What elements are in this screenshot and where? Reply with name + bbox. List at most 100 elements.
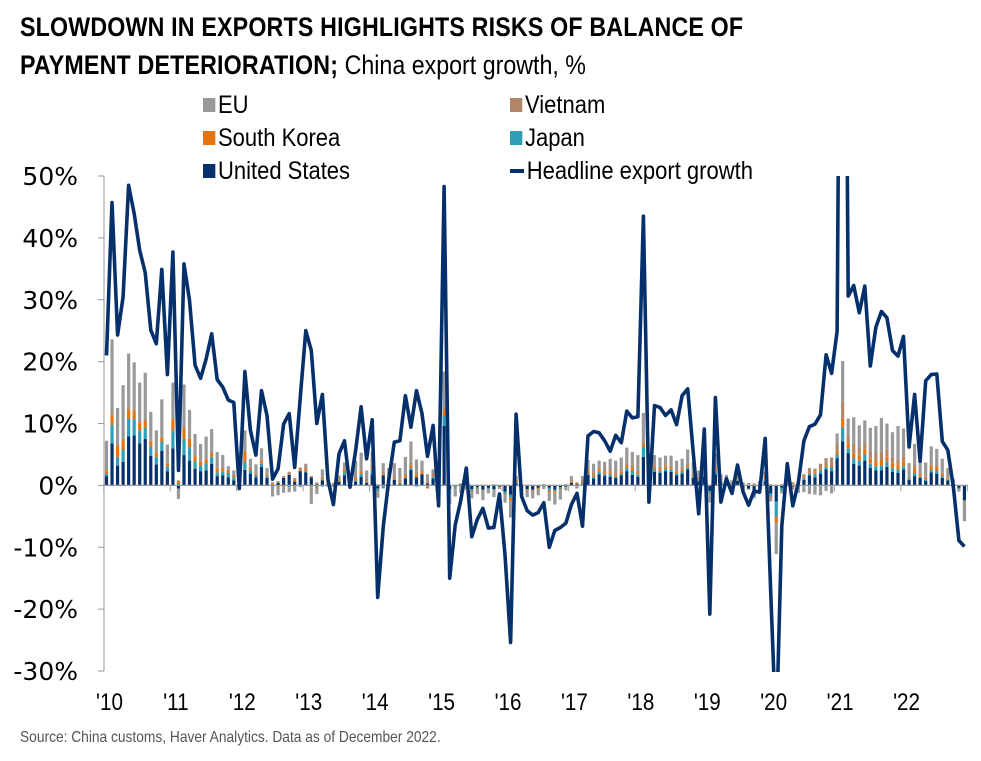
bar-segment-vietnam (879, 451, 883, 461)
bar-segment-vietnam (254, 472, 258, 474)
bar-segment-south-korea (852, 453, 856, 459)
bar-segment-vietnam (110, 413, 114, 416)
bar-segment-japan (320, 485, 324, 487)
bar-segment-eu (885, 423, 889, 449)
x-tick-label: '15 (428, 689, 455, 716)
bar-segment-japan (807, 473, 812, 476)
bar-segment-vietnam (398, 479, 402, 483)
bar-segment-united-states (769, 485, 773, 494)
x-tick-label: '18 (627, 689, 654, 716)
bar-segment-eu (542, 486, 546, 490)
bar-segment-united-states (425, 483, 430, 486)
bar-segment-united-states (829, 471, 834, 486)
bar-segment-south-korea (138, 422, 142, 431)
bar-segment-vietnam (835, 443, 839, 452)
bar-segment-south-korea (270, 483, 275, 485)
bar-segment-japan (591, 476, 596, 479)
headline-export-growth-line (104, 176, 966, 672)
bar-segment-united-states (669, 471, 673, 486)
bar-segment-japan (265, 476, 269, 478)
bar-segment-south-korea (187, 438, 192, 448)
bar-segment-south-korea (829, 464, 834, 467)
bar-segment-japan (630, 470, 634, 475)
bar-segment-united-states (564, 485, 568, 487)
legend-item-united-states: United States (203, 155, 350, 187)
bar-segment-vietnam (315, 482, 319, 485)
bar-segment-south-korea (946, 478, 950, 480)
bar-segment-united-states (962, 485, 967, 501)
bar-segment-south-korea (713, 468, 717, 472)
bar-segment-eu (104, 440, 109, 470)
bar-segment-united-states (603, 476, 607, 486)
bar-segment-united-states (625, 471, 629, 486)
x-tick-label: '20 (760, 689, 787, 716)
bar-segment-south-korea (403, 476, 407, 478)
bar-segment-united-states (282, 477, 286, 486)
bar-segment-eu (531, 491, 535, 499)
bar-segment-united-states (376, 485, 380, 489)
bar-segment-united-states (160, 450, 164, 486)
bar-segment-japan (149, 446, 153, 456)
bar-segment-vietnam (282, 476, 286, 478)
bar-segment-vietnam (198, 460, 203, 462)
bar-segment-south-korea (171, 419, 175, 431)
bar-segment-japan (376, 488, 380, 491)
bar-segment-eu (497, 487, 502, 490)
legend: EU Vietnam South Korea Japan United Stat… (203, 89, 843, 189)
bar-segment-united-states (370, 474, 374, 486)
bar-segment-south-korea (625, 465, 629, 469)
bar-segment-united-states (497, 485, 502, 487)
bar-segment-south-korea (365, 480, 369, 482)
bar-segment-eu (724, 474, 729, 478)
bar-segment-eu (625, 447, 629, 463)
bar-segment-eu (248, 458, 253, 467)
bar-segment-vietnam (270, 482, 275, 484)
bar-segment-united-states (414, 477, 419, 486)
bar-segment-south-korea (913, 468, 917, 473)
bar-segment-united-states (110, 443, 114, 486)
bar-segment-eu (929, 446, 933, 465)
bar-segment-vietnam (508, 500, 513, 503)
bar-segment-eu (425, 474, 430, 482)
title-line1: SLOWDOWN IN EXPORTS HIGHLIGHTS RISKS OF … (20, 12, 744, 42)
bar-segment-united-states (127, 436, 131, 486)
bar-segment-vietnam (459, 483, 463, 485)
bar-segment-vietnam (160, 436, 164, 438)
bar-segment-vietnam (127, 408, 131, 410)
zero-axis (103, 484, 968, 492)
bar-segment-japan (215, 472, 219, 477)
bar-segment-japan (138, 430, 142, 444)
bar-segment-united-states (879, 470, 883, 486)
bar-segment-south-korea (497, 486, 502, 488)
bar-segment-united-states (221, 475, 225, 486)
bar-segment-eu (630, 451, 634, 465)
bar-segment-united-states (680, 473, 684, 486)
bar-segment-united-states (304, 472, 308, 486)
bar-segment-japan (165, 466, 169, 472)
bar-segment-south-korea (254, 473, 258, 475)
bar-segment-vietnam (608, 469, 612, 473)
bar-segment-eu (730, 480, 734, 483)
bar-segment-vietnam (852, 443, 856, 454)
bar-segment-eu (270, 486, 275, 497)
x-tick-label: '22 (893, 689, 920, 716)
bar-segment-vietnam (248, 466, 253, 469)
bar-segment-japan (885, 461, 889, 467)
y-tick-label: 20% (22, 348, 78, 377)
bar-segment-vietnam (940, 472, 944, 474)
bar-segment-vietnam (929, 464, 933, 467)
bar-segment-united-states (614, 477, 618, 486)
bar-segment-vietnam (652, 464, 657, 467)
bar-segment-south-korea (957, 489, 961, 490)
bar-segment-japan (962, 500, 967, 502)
bar-segment-south-korea (580, 481, 585, 484)
bar-segment-eu (337, 475, 341, 478)
legend-label: United States (217, 156, 351, 185)
bar-segment-vietnam (680, 467, 684, 470)
bar-segment-united-states (187, 460, 192, 486)
bar-segment-united-states (619, 475, 623, 486)
bar-segment-south-korea (813, 472, 817, 475)
bar-segment-vietnam (176, 480, 181, 482)
bar-segment-united-states (508, 485, 513, 495)
bar-segment-eu (309, 487, 313, 504)
